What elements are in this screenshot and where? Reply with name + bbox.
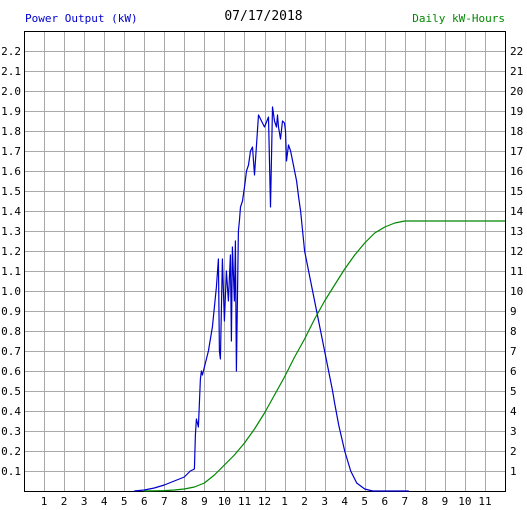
left-y-tick-label: 0.8 — [1, 325, 21, 338]
left-y-tick-label: 1.4 — [1, 205, 21, 218]
power-output-line — [134, 106, 409, 492]
left-y-tick-label: 2.1 — [1, 65, 21, 78]
right-y-tick-label: 14 — [510, 205, 524, 218]
left-y-tick-label: 0.7 — [1, 345, 21, 358]
plot-frame — [24, 31, 506, 492]
x-tick-label: 5 — [361, 495, 368, 508]
left-y-tick-label: 2.0 — [1, 85, 21, 98]
right-y-tick-label: 16 — [510, 165, 523, 178]
left-y-tick-label: 1.9 — [1, 105, 21, 118]
right-y-tick-label: 21 — [510, 65, 523, 78]
x-tick-label: 4 — [101, 495, 108, 508]
right-y-tick-label: 22 — [510, 45, 523, 58]
right-y-tick-label: 10 — [510, 285, 523, 298]
right-y-tick-label: 12 — [510, 245, 523, 258]
right-y-tick-label: 8 — [510, 325, 517, 338]
x-tick-label: 2 — [301, 495, 308, 508]
left-y-tick-label: 0.9 — [1, 305, 21, 318]
right-y-tick-label: 20 — [510, 85, 523, 98]
left-y-tick-label: 1.0 — [1, 285, 21, 298]
right-y-tick-label: 17 — [510, 145, 523, 158]
x-tick-label: 12 — [258, 495, 271, 508]
x-tick-label: 7 — [401, 495, 408, 508]
x-tick-label: 5 — [121, 495, 128, 508]
left-y-tick-label: 1.5 — [1, 185, 21, 198]
x-tick-label: 11 — [238, 495, 251, 508]
x-tick-label: 4 — [341, 495, 348, 508]
left-y-tick-label: 0.1 — [1, 465, 21, 478]
x-tick-label: 6 — [141, 495, 148, 508]
x-tick-label: 3 — [321, 495, 328, 508]
left-y-tick-label: 0.6 — [1, 365, 21, 378]
x-tick-label: 9 — [201, 495, 208, 508]
right-y-tick-label: 4 — [510, 405, 517, 418]
x-tick-label: 6 — [381, 495, 388, 508]
x-tick-label: 10 — [218, 495, 231, 508]
left-y-tick-label: 1.7 — [1, 145, 21, 158]
x-tick-label: 1 — [281, 495, 288, 508]
left-y-tick-label: 1.2 — [1, 245, 21, 258]
right-y-tick-label: 15 — [510, 185, 523, 198]
x-tick-label: 9 — [442, 495, 449, 508]
x-tick-label: 1 — [41, 495, 48, 508]
x-tick-label: 11 — [478, 495, 491, 508]
left-y-tick-label: 0.5 — [1, 385, 21, 398]
right-y-tick-label: 13 — [510, 225, 523, 238]
left-y-tick-label: 1.6 — [1, 165, 21, 178]
right-y-tick-label: 6 — [510, 365, 517, 378]
right-y-tick-label: 7 — [510, 345, 517, 358]
left-y-tick-label: 2.2 — [1, 45, 21, 58]
x-tick-label: 3 — [81, 495, 88, 508]
daily-energy-line — [144, 220, 505, 492]
chart-title: 07/17/2018 — [224, 9, 303, 24]
right-y-tick-label: 3 — [510, 425, 517, 438]
right-y-tick-label: 19 — [510, 105, 523, 118]
left-y-tick-label: 0.4 — [1, 405, 21, 418]
x-tick-label: 8 — [181, 495, 188, 508]
right-y-tick-label: 9 — [510, 305, 517, 318]
x-tick-label: 7 — [161, 495, 168, 508]
x-tick-label: 8 — [422, 495, 429, 508]
right-y-tick-label: 1 — [510, 465, 517, 478]
left-y-tick-label: 0.2 — [1, 445, 21, 458]
left-y-tick-label: 1.1 — [1, 265, 21, 278]
right-y-tick-label: 18 — [510, 125, 523, 138]
right-y-tick-label: 5 — [510, 385, 517, 398]
left-y-tick-label: 1.8 — [1, 125, 21, 138]
x-tick-label: 10 — [458, 495, 471, 508]
left-axis-label: Power Output (kW) — [25, 12, 138, 25]
right-y-tick-label: 11 — [510, 265, 523, 278]
right-axis-label: Daily kW-Hours — [412, 12, 505, 25]
left-y-tick-label: 0.3 — [1, 425, 21, 438]
x-tick-label: 2 — [61, 495, 68, 508]
left-y-tick-label: 1.3 — [1, 225, 21, 238]
right-y-tick-label: 2 — [510, 445, 517, 458]
